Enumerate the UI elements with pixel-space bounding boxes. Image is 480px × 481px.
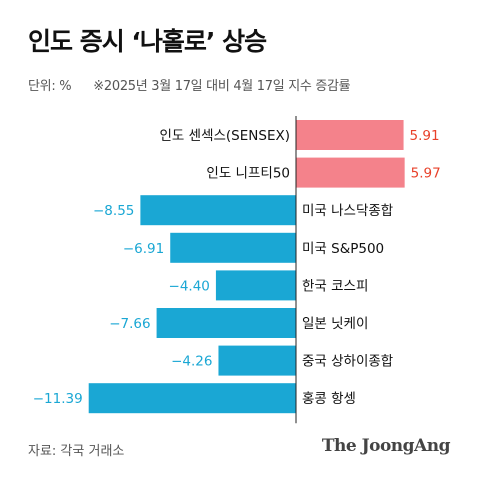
period-note: ※2025년 3월 17일 대비 4월 17일 지수 증감률 bbox=[93, 79, 351, 94]
data-label: −11.39 bbox=[33, 391, 83, 407]
chart-title: 인도 증시 ‘나홀로’ 상승 bbox=[28, 27, 267, 56]
bar bbox=[170, 232, 296, 263]
data-label: −8.55 bbox=[93, 203, 134, 219]
bar bbox=[156, 308, 296, 338]
category-label: 홍콩 항셍 bbox=[302, 391, 356, 407]
data-label: −4.40 bbox=[169, 278, 210, 294]
data-label: −7.66 bbox=[109, 316, 150, 332]
bar bbox=[296, 120, 404, 150]
chart-subtitle: 단위: % ※2025년 3월 17일 대비 4월 17일 지수 증감률 bbox=[28, 75, 351, 94]
data-label: −4.26 bbox=[171, 354, 212, 370]
data-label: −6.91 bbox=[123, 241, 164, 257]
category-label: 인도 니프티50 bbox=[206, 166, 290, 182]
category-label: 인도 센섹스(SENSEX) bbox=[160, 128, 290, 144]
bar bbox=[218, 345, 296, 376]
category-label: 중국 상하이종합 bbox=[302, 354, 393, 370]
category-label: 미국 S&P500 bbox=[302, 241, 384, 257]
category-label: 일본 닛케이 bbox=[302, 316, 368, 332]
data-label: 5.97 bbox=[411, 166, 441, 182]
bar bbox=[215, 270, 296, 301]
bar bbox=[140, 195, 296, 226]
category-label: 미국 나스닥종합 bbox=[302, 203, 393, 219]
brand-logo: The JoongAng bbox=[321, 436, 451, 456]
bar bbox=[296, 157, 405, 188]
bar bbox=[88, 383, 297, 414]
source-note: 자료: 각국 거래소 bbox=[28, 444, 125, 459]
unit-label: 단위: % bbox=[28, 79, 72, 94]
data-label: 5.91 bbox=[410, 128, 440, 144]
category-label: 한국 코스피 bbox=[302, 278, 368, 294]
